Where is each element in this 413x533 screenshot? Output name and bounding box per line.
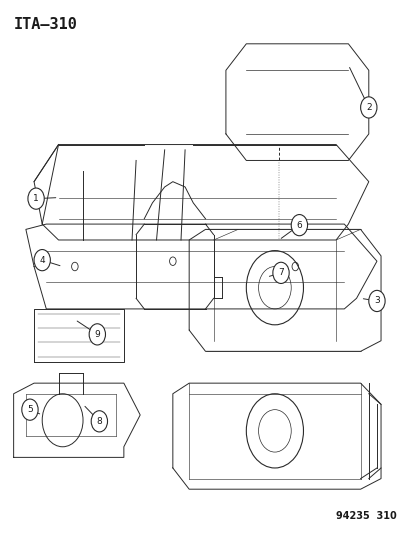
- Circle shape: [22, 399, 38, 420]
- Text: 4: 4: [39, 256, 45, 265]
- Text: 5: 5: [27, 405, 33, 414]
- Circle shape: [34, 249, 50, 271]
- Circle shape: [290, 215, 307, 236]
- Text: 2: 2: [365, 103, 371, 112]
- Text: 94235  310: 94235 310: [335, 511, 396, 521]
- Text: 1: 1: [33, 194, 39, 203]
- Text: 3: 3: [373, 296, 379, 305]
- Text: 7: 7: [278, 268, 283, 277]
- Circle shape: [89, 324, 105, 345]
- Circle shape: [272, 262, 289, 284]
- Circle shape: [91, 411, 107, 432]
- Text: 6: 6: [296, 221, 301, 230]
- Text: 8: 8: [96, 417, 102, 426]
- Circle shape: [360, 97, 376, 118]
- Circle shape: [368, 290, 384, 312]
- Text: ITA–310: ITA–310: [14, 17, 77, 33]
- Circle shape: [28, 188, 44, 209]
- Text: 9: 9: [94, 330, 100, 339]
